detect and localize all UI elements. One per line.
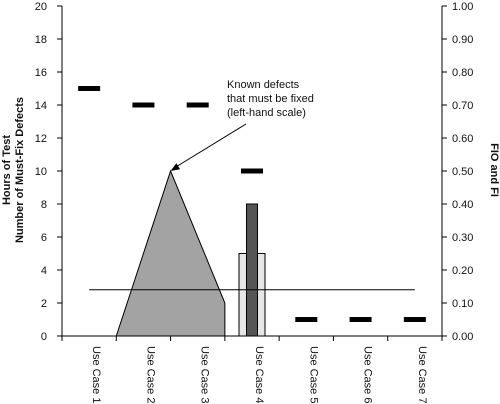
text-layer: Hours of Test Number of Must-Fix Defects… xyxy=(1,79,500,243)
y-right-tick-label: 0.60 xyxy=(452,133,473,145)
y-left-tick-label: 16 xyxy=(35,67,47,79)
y-right-tick-label: 0.00 xyxy=(452,331,473,343)
annotation-arrowhead xyxy=(170,163,181,171)
y-axis-left-title-line2: Number of Must-Fix Defects xyxy=(14,97,26,243)
fio-marker xyxy=(132,102,155,108)
y-left-tick-label: 18 xyxy=(35,34,47,46)
x-tick-label: Use Case 1 xyxy=(90,346,102,403)
y-left-tick-label: 2 xyxy=(41,298,47,310)
y-right-tick-label: 0.90 xyxy=(452,34,473,46)
axis-layer: 0 2 4 6 8 10 12 14 16 18 20 0.00 0.10 0.20 0.30 0.40 0.5… xyxy=(35,1,474,403)
y-axis-left-title-line1: Hours of Test xyxy=(1,135,13,205)
fio-marker xyxy=(349,317,372,322)
x-tick-label: Use Case 2 xyxy=(144,346,156,403)
annotation-label-line3: (left-hand scale) xyxy=(227,107,306,119)
y-axis-right-title: FIO and FI xyxy=(488,143,500,197)
y-left-tick-label: 4 xyxy=(41,265,47,277)
y-left-tick-label: 14 xyxy=(35,100,47,112)
x-tick-label: Use Case 3 xyxy=(199,346,211,403)
y-left-tick-label: 10 xyxy=(35,166,47,178)
x-tick-label: Use Case 5 xyxy=(307,346,319,403)
y-right-tick-label: 0.40 xyxy=(452,199,473,211)
annotation-label-line2: that must be fixed xyxy=(227,93,314,105)
y-left-tick-label: 8 xyxy=(41,199,47,211)
y-left-tick-label: 20 xyxy=(35,1,47,13)
y-right-tick-label: 0.50 xyxy=(452,166,473,178)
y-right-tick-label: 0.20 xyxy=(452,265,473,277)
fio-marker xyxy=(78,86,101,91)
fio-marker xyxy=(186,102,209,108)
defect-area xyxy=(115,169,226,337)
y-right-tick-label: 1.00 xyxy=(452,1,473,13)
x-tick-label: Use Case 4 xyxy=(253,346,265,403)
fio-marker xyxy=(295,317,318,322)
y-left-tick-label: 6 xyxy=(41,232,47,244)
x-tick-label: Use Case 6 xyxy=(362,346,374,403)
x-tick-label: Use Case 7 xyxy=(416,346,428,403)
y-right-tick-label: 0.80 xyxy=(452,67,473,79)
y-right-tick-label: 0.70 xyxy=(452,100,473,112)
fio-marker xyxy=(241,168,263,174)
fio-marker xyxy=(403,317,426,322)
y-left-tick-label: 0 xyxy=(41,331,47,343)
annotation-arrow xyxy=(172,123,247,170)
y-right-tick-label: 0.30 xyxy=(452,232,473,244)
y-right-tick-label: 0.10 xyxy=(452,298,473,310)
y-left-tick-label: 12 xyxy=(35,133,47,145)
bar-dark xyxy=(246,203,258,337)
annotation-label-line1: Known defects xyxy=(227,79,300,91)
series-layer xyxy=(78,86,426,337)
